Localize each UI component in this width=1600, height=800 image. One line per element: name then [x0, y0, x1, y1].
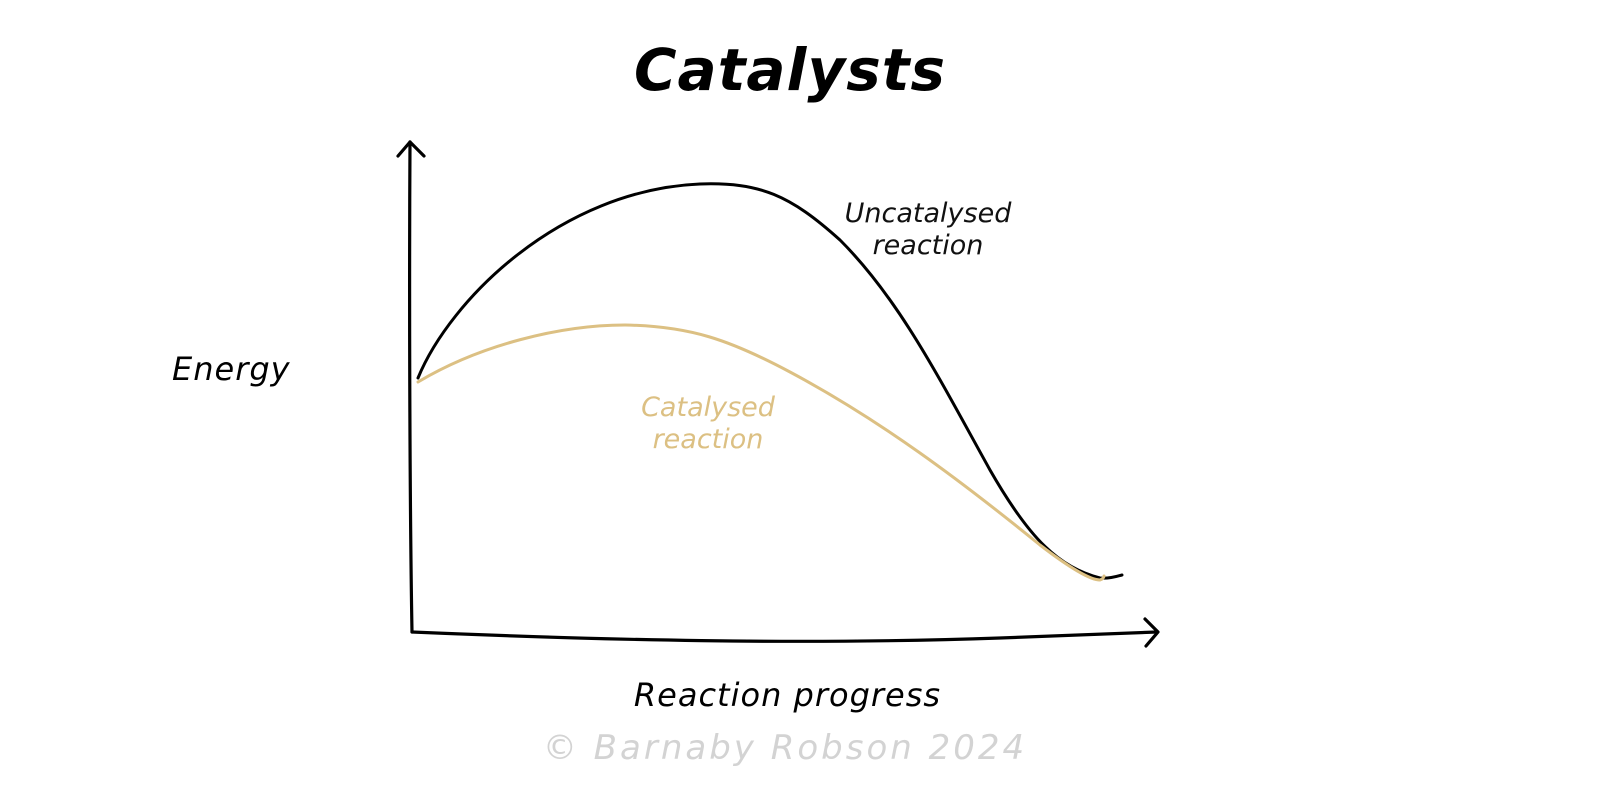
catalysed-label-line-1: Catalysed	[641, 392, 775, 423]
copyright-notice: © Barnaby Robson 2024	[542, 728, 1028, 768]
catalysed-label-line-2: reaction	[652, 424, 764, 455]
diagram-title: Catalysts	[633, 36, 947, 104]
y-axis	[396, 140, 426, 634]
uncatalysed-label-line-2: reaction	[872, 230, 984, 261]
x-axis	[410, 617, 1160, 648]
uncatalysed-label: Uncatalysed reaction	[828, 198, 1028, 262]
uncatalysed-label-line-1: Uncatalysed	[844, 198, 1012, 229]
x-axis-arrowhead-icon	[1143, 617, 1160, 648]
y-axis-arrowhead-icon	[396, 140, 426, 158]
catalysed-curve	[416, 323, 1106, 582]
y-axis-label: Energy	[172, 350, 291, 388]
x-axis-label: Reaction progress	[633, 676, 942, 714]
catalysed-label: Catalysed reaction	[608, 392, 808, 456]
